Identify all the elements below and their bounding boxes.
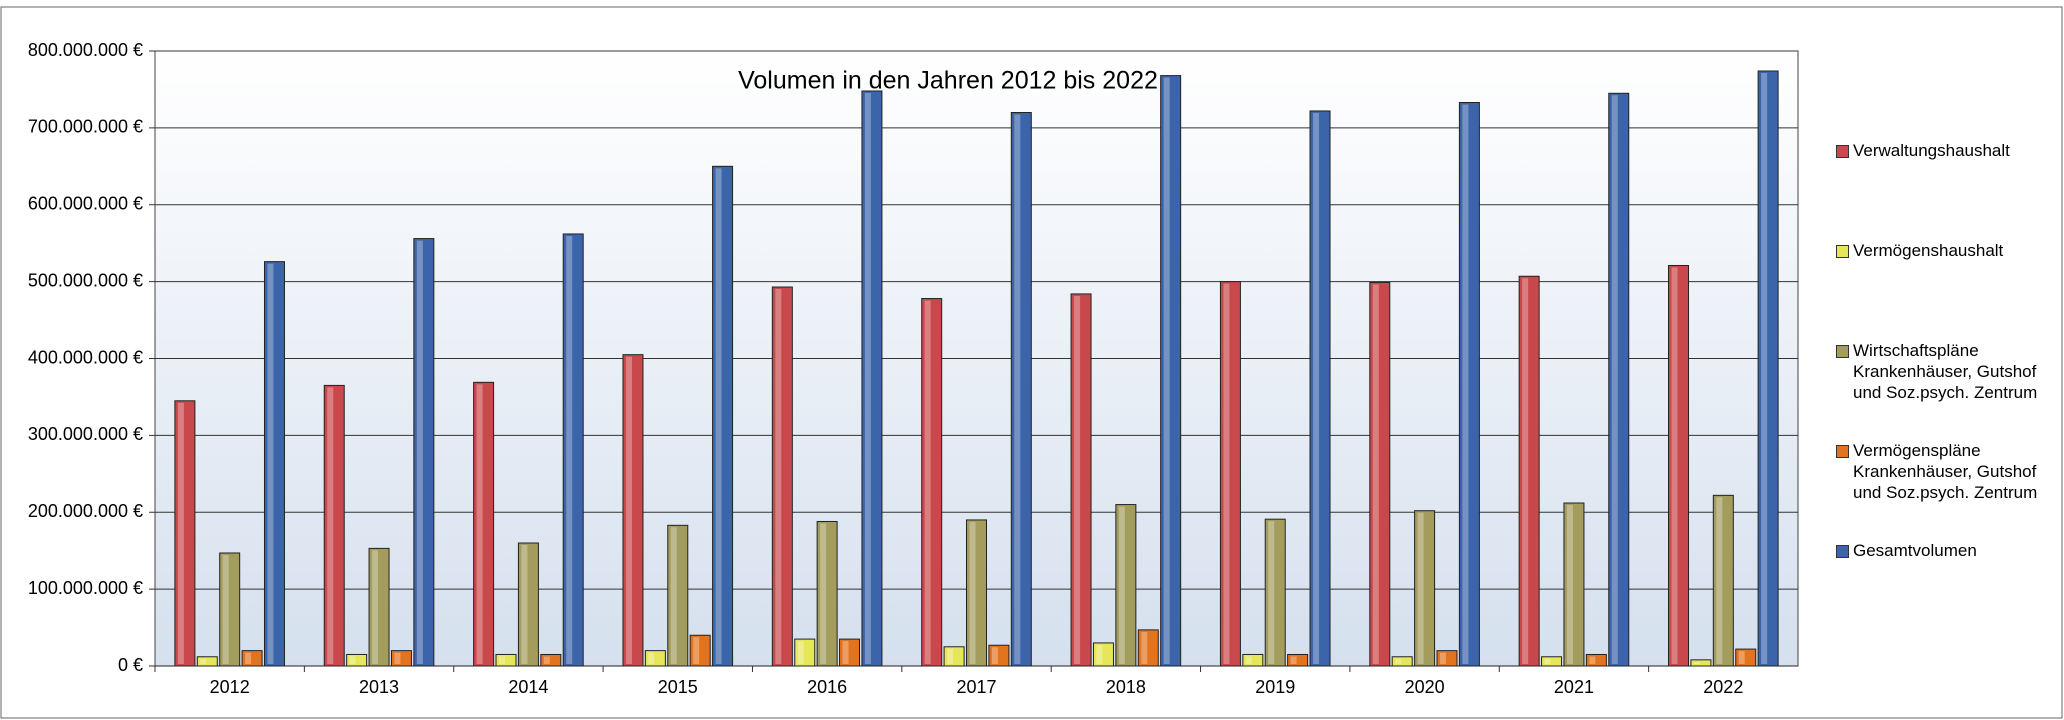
bar-highlight: [625, 356, 632, 664]
legend-item: Wirtschaftspläne Krankenhäuser, Gutshof …: [1836, 340, 2056, 403]
bar-highlight: [991, 647, 998, 664]
legend-swatch: [1836, 445, 1849, 458]
legend-label: Verwaltungshaushalt: [1853, 141, 2010, 160]
bar-highlight: [1074, 295, 1081, 664]
x-tick-label: 2021: [1554, 677, 1594, 697]
legend-swatch: [1836, 245, 1849, 258]
bar-highlight: [1163, 77, 1170, 665]
legend-label: Gesamtvolumen: [1853, 541, 1977, 560]
legend-item: Verwaltungshaushalt: [1836, 140, 2010, 161]
bar-highlight: [245, 652, 252, 664]
bar-highlight: [1439, 652, 1446, 664]
bar-highlight: [566, 235, 573, 664]
bar-highlight: [1761, 72, 1768, 665]
y-tick-label: 200.000.000 €: [28, 501, 143, 521]
bar-highlight: [416, 240, 423, 664]
bar-highlight: [499, 656, 506, 664]
bar-highlight: [1290, 656, 1297, 664]
bar-highlight: [947, 648, 954, 664]
legend-label: Wirtschaftspläne Krankenhäuser, Gutshof …: [1853, 341, 2038, 402]
bar-highlight: [1223, 283, 1230, 664]
legend-swatch: [1836, 145, 1849, 158]
bar-highlight: [775, 289, 782, 664]
bar-highlight: [1372, 284, 1379, 664]
bar-highlight: [1417, 512, 1424, 664]
bar-highlight: [1671, 267, 1678, 664]
x-tick-label: 2016: [807, 677, 847, 697]
bar-highlight: [648, 652, 655, 664]
bar-highlight: [1589, 656, 1596, 664]
bar-highlight: [1566, 505, 1573, 664]
bar-highlight: [476, 384, 483, 664]
legend-swatch: [1836, 545, 1849, 558]
x-tick-label: 2020: [1405, 677, 1445, 697]
bar-highlight: [1245, 656, 1252, 664]
legend-item: Gesamtvolumen: [1836, 540, 1977, 561]
y-tick-label: 0 €: [118, 655, 143, 675]
x-tick-label: 2014: [508, 677, 548, 697]
bar-highlight: [394, 652, 401, 664]
bar-highlight: [267, 263, 274, 664]
bar-highlight: [349, 656, 356, 664]
y-tick-label: 700.000.000 €: [28, 117, 143, 137]
bar-highlight: [1141, 631, 1148, 664]
bar-highlight: [693, 637, 700, 664]
x-tick-label: 2018: [1106, 677, 1146, 697]
legend-item: Vermögenspläne Krankenhäuser, Gutshof un…: [1836, 440, 2056, 503]
frame: [0, 6, 2063, 719]
bar-highlight: [222, 554, 229, 664]
bar-highlight: [543, 656, 550, 664]
bar-highlight: [1395, 658, 1402, 664]
x-tick-label: 2012: [210, 677, 250, 697]
bar-highlight: [327, 387, 334, 664]
bar-highlight: [969, 521, 976, 664]
legend-item: Vermögenshaushalt: [1836, 240, 2003, 261]
bar-highlight: [1522, 278, 1529, 664]
bar-highlight: [797, 641, 804, 664]
y-tick-label: 500.000.000 €: [28, 270, 143, 290]
bar-highlight: [820, 523, 827, 664]
bar-highlight: [670, 527, 677, 664]
bar-highlight: [177, 402, 184, 664]
bar-highlight: [1118, 506, 1125, 664]
bar-highlight: [521, 545, 528, 664]
chart-title: Volumen in den Jahren 2012 bis 2022: [738, 67, 1158, 95]
x-tick-label: 2013: [359, 677, 399, 697]
bar-highlight: [1611, 95, 1618, 664]
bar-highlight: [715, 168, 722, 664]
bar-highlight: [864, 92, 871, 665]
bar-highlight: [1693, 661, 1700, 664]
bar-highlight: [1268, 521, 1275, 664]
bar-highlight: [372, 550, 379, 664]
bar-highlight: [1014, 114, 1021, 664]
bar-highlight: [1462, 104, 1469, 665]
bar-highlight: [1096, 644, 1103, 664]
bar-highlight: [200, 658, 207, 664]
x-tick-label: 2022: [1703, 677, 1743, 697]
bar-highlight: [1716, 497, 1723, 664]
y-tick-label: 400.000.000 €: [28, 347, 143, 367]
bar-highlight: [924, 300, 931, 664]
x-tick-label: 2015: [658, 677, 698, 697]
legend-swatch: [1836, 345, 1849, 358]
bar-highlight: [842, 641, 849, 664]
bar-highlight: [1313, 112, 1320, 664]
x-tick-label: 2017: [956, 677, 996, 697]
y-tick-label: 300.000.000 €: [28, 424, 143, 444]
y-tick-label: 600.000.000 €: [28, 194, 143, 214]
bar-highlight: [1544, 658, 1551, 664]
bar-highlight: [1738, 651, 1745, 664]
legend-label: Vermögenspläne Krankenhäuser, Gutshof un…: [1853, 441, 2038, 502]
x-tick-label: 2019: [1255, 677, 1295, 697]
y-tick-label: 800.000.000 €: [28, 40, 143, 60]
y-tick-label: 100.000.000 €: [28, 578, 143, 598]
legend-label: Vermögenshaushalt: [1853, 241, 2004, 260]
